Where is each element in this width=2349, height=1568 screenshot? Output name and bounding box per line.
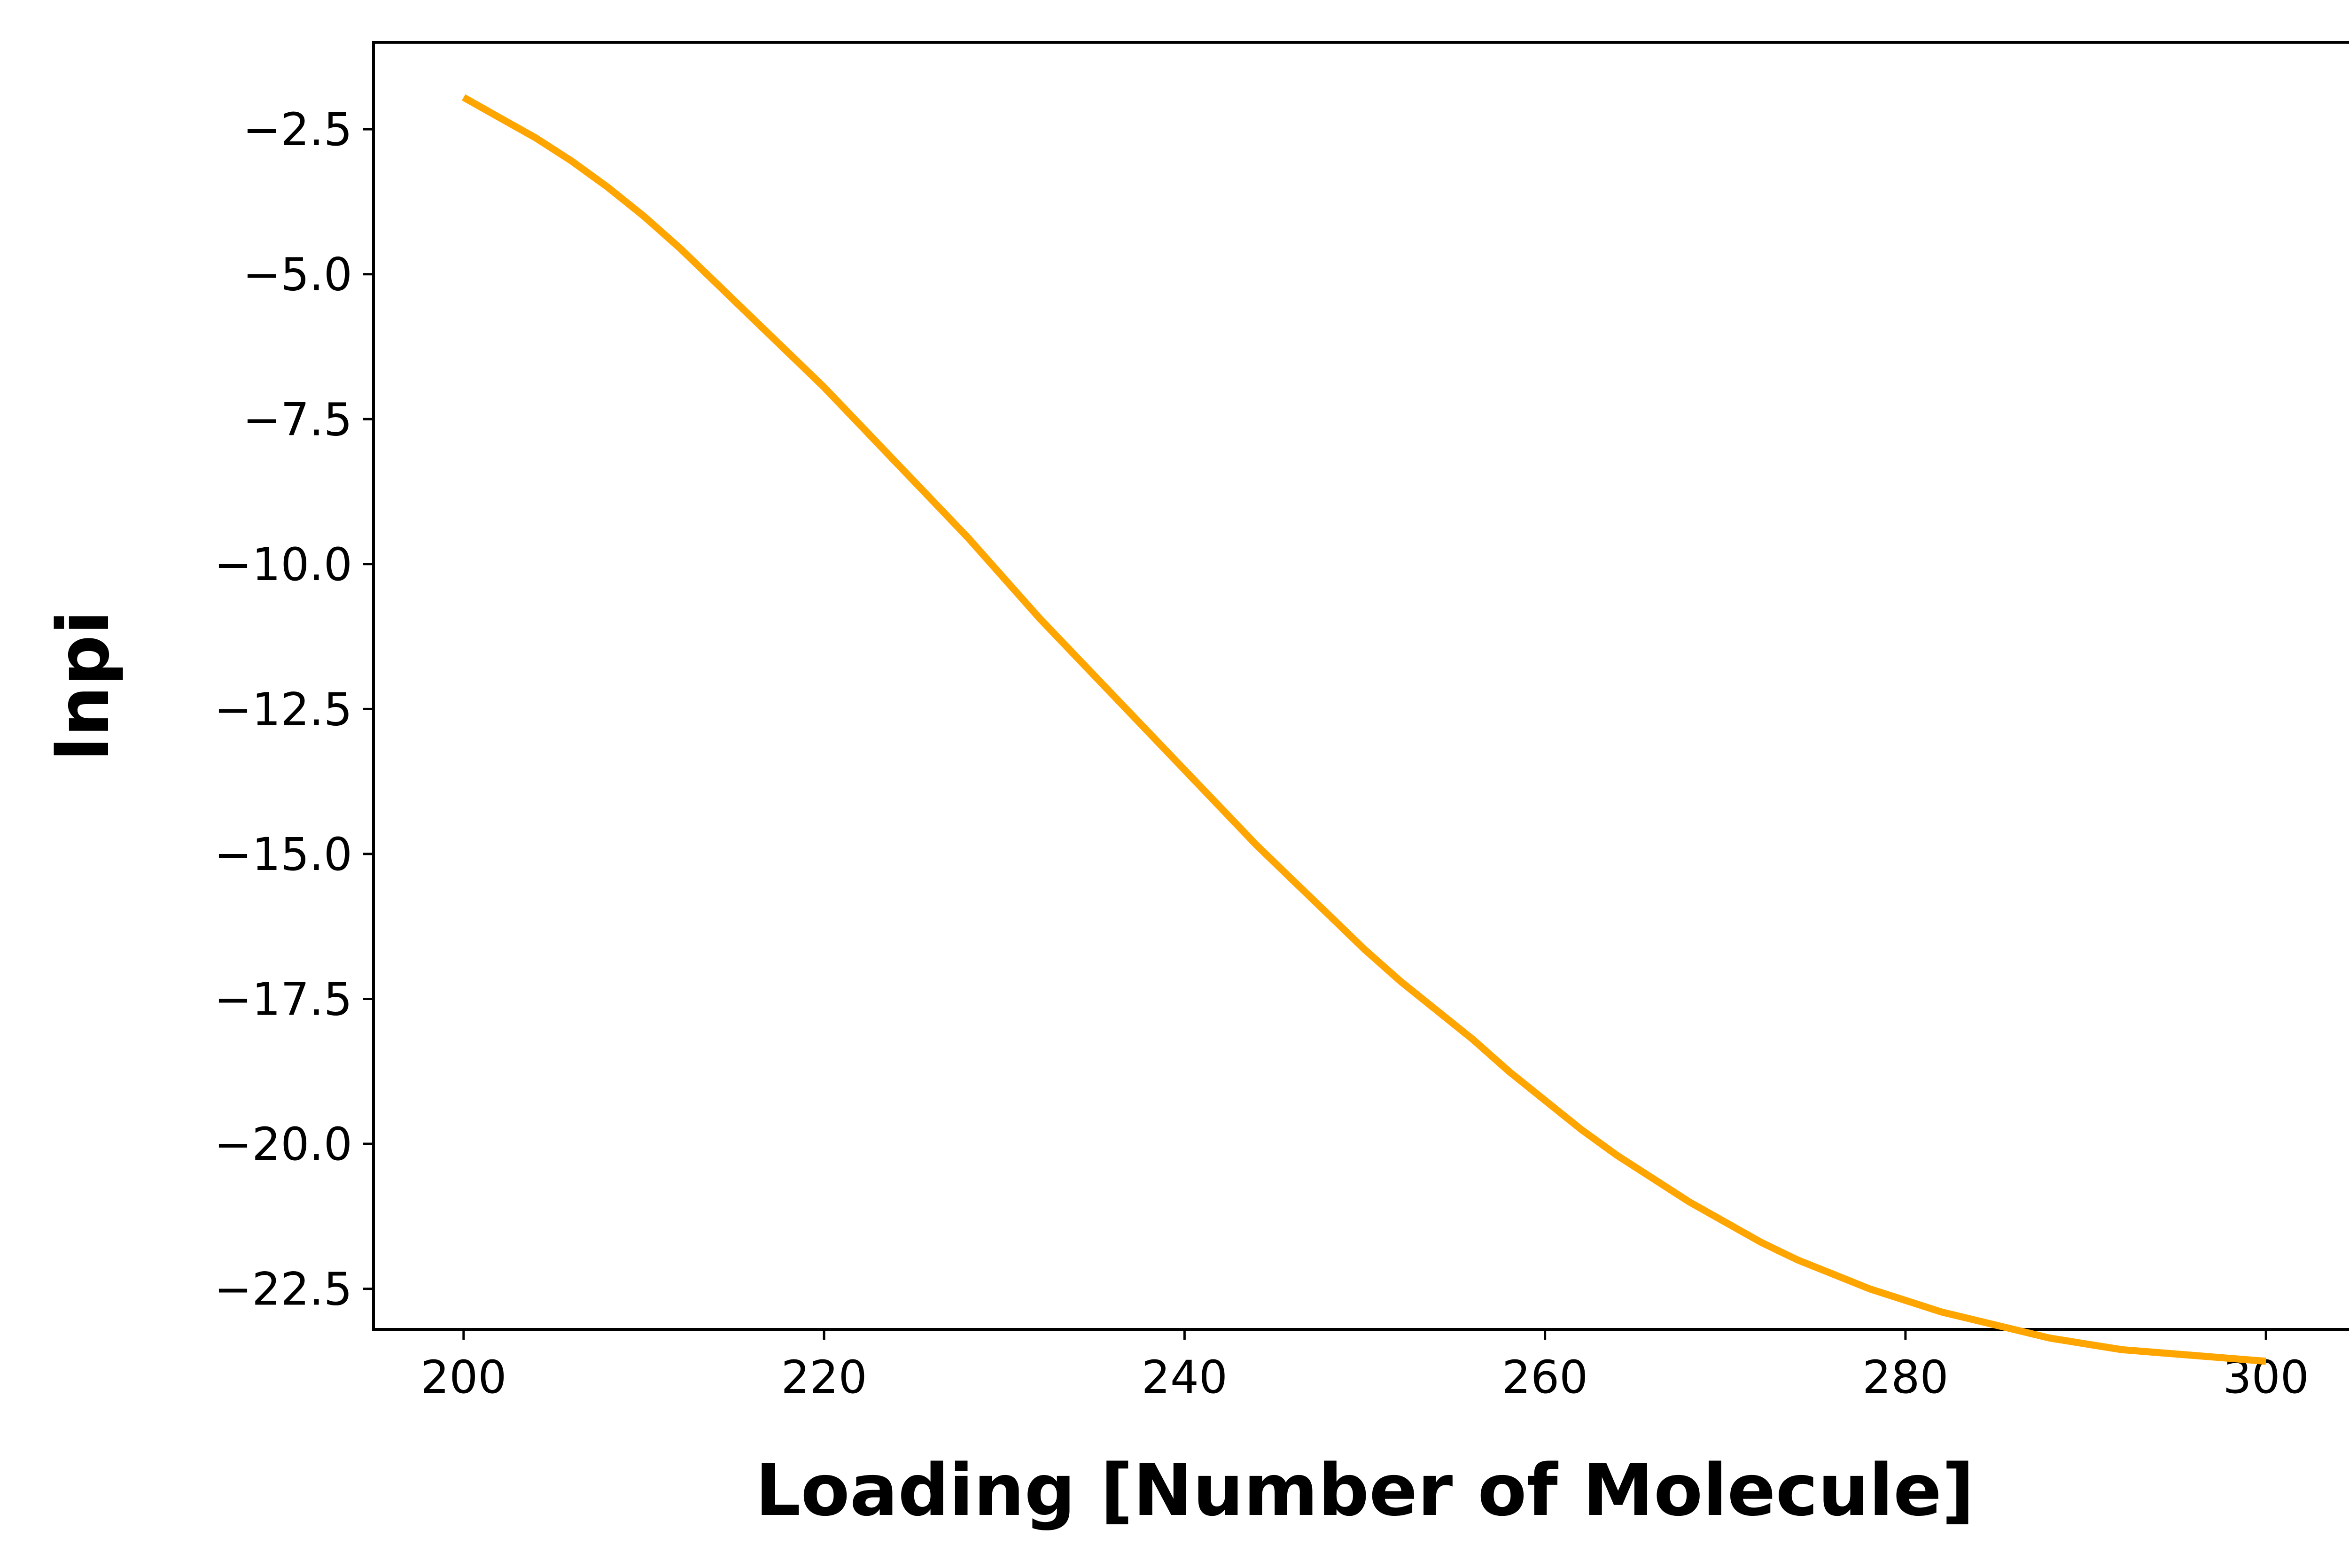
y-axis-ticks: −2.5 −5.0 −7.5 −10.0 −12.5 −15.0 −17.5 −20.0 −22… (214, 103, 373, 1316)
x-tick-label: 240 (1142, 1351, 1228, 1404)
y-axis-title: lnpi (42, 610, 125, 761)
y-tick-label: −7.5 (243, 393, 352, 446)
x-axis-title: Loading [Number of Molecule] (755, 1449, 1974, 1532)
y-tick-label: −20.0 (214, 1118, 352, 1171)
series-layer (462, 94, 2266, 1365)
y-tick-label: −12.5 (214, 683, 352, 736)
y-tick-label: −10.0 (214, 538, 352, 591)
series-line-0 (462, 94, 2266, 1365)
x-tick-label: 200 (420, 1351, 506, 1404)
x-tick-label: 260 (1502, 1351, 1588, 1404)
x-tick-label: 220 (781, 1351, 867, 1404)
y-tick-label: −22.5 (214, 1263, 352, 1316)
plot-area-frame (372, 41, 2349, 1331)
x-tick-label: 280 (1862, 1351, 1948, 1404)
x-axis-ticks: 200 220 240 260 280 300 (420, 1329, 2309, 1404)
y-tick-label: −15.0 (214, 828, 352, 881)
y-tick-label: −2.5 (243, 103, 352, 156)
y-tick-label: −17.5 (214, 973, 352, 1025)
y-tick-label: −5.0 (243, 248, 352, 301)
